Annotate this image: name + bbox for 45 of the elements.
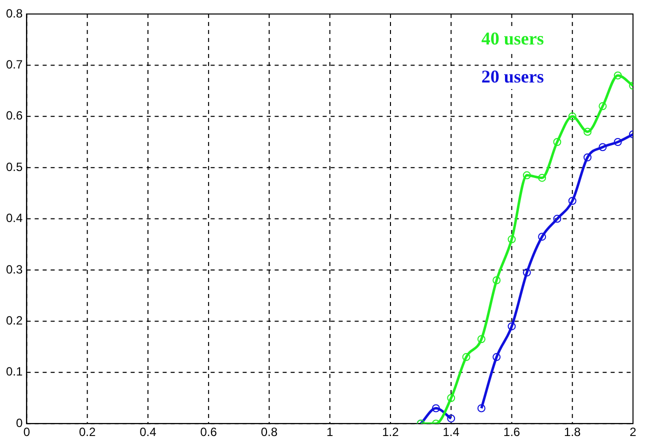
- text: 40 users: [481, 28, 544, 49]
- x-tick-label: 2: [630, 425, 637, 440]
- point: [447, 394, 456, 402]
- y-tick-label: 0.2: [6, 314, 23, 328]
- point: [568, 196, 576, 205]
- point: [598, 143, 607, 152]
- x-tick-label: 1.4: [442, 425, 460, 440]
- point: [568, 112, 576, 120]
- point: [492, 276, 501, 284]
- x-tick-label: 0.8: [260, 425, 278, 440]
- y-tick-label: 0.1: [6, 364, 23, 379]
- point: [447, 414, 456, 422]
- point: [522, 171, 531, 180]
- point: [477, 335, 486, 344]
- point: [598, 102, 607, 110]
- point: [614, 138, 622, 146]
- point: [553, 138, 562, 146]
- point: [477, 404, 486, 412]
- y-tick-label: 0.5: [6, 160, 23, 174]
- point: [614, 71, 622, 80]
- y-tick-label: 0.4: [6, 211, 23, 226]
- point: [492, 353, 501, 362]
- x-tick-label: 1.6: [503, 425, 520, 440]
- point: [508, 235, 516, 244]
- point: [432, 404, 440, 412]
- x-tick-label: 0.4: [140, 425, 157, 440]
- point: [522, 268, 531, 277]
- x-tick-label: 1: [326, 425, 334, 440]
- y-tick-label: 0.8: [6, 6, 23, 20]
- point: [508, 322, 516, 330]
- point: [538, 174, 546, 182]
- point: [584, 153, 592, 162]
- x-tick-label: 0.6: [200, 425, 218, 440]
- y-tick-label: 0.6: [6, 108, 23, 123]
- x-tick-label: 0.2: [78, 425, 96, 440]
- y-tick-label: 0.7: [6, 58, 23, 72]
- point: [538, 232, 546, 241]
- x-tick-label: 1.2: [382, 425, 400, 440]
- y-tick-label: 0: [16, 416, 23, 430]
- x-tick-label: 1.8: [564, 425, 582, 440]
- point: [553, 214, 562, 223]
- point: [462, 353, 470, 362]
- y-tick-label: 0.3: [6, 262, 23, 276]
- text: 20 users: [481, 66, 544, 87]
- point: [584, 128, 592, 136]
